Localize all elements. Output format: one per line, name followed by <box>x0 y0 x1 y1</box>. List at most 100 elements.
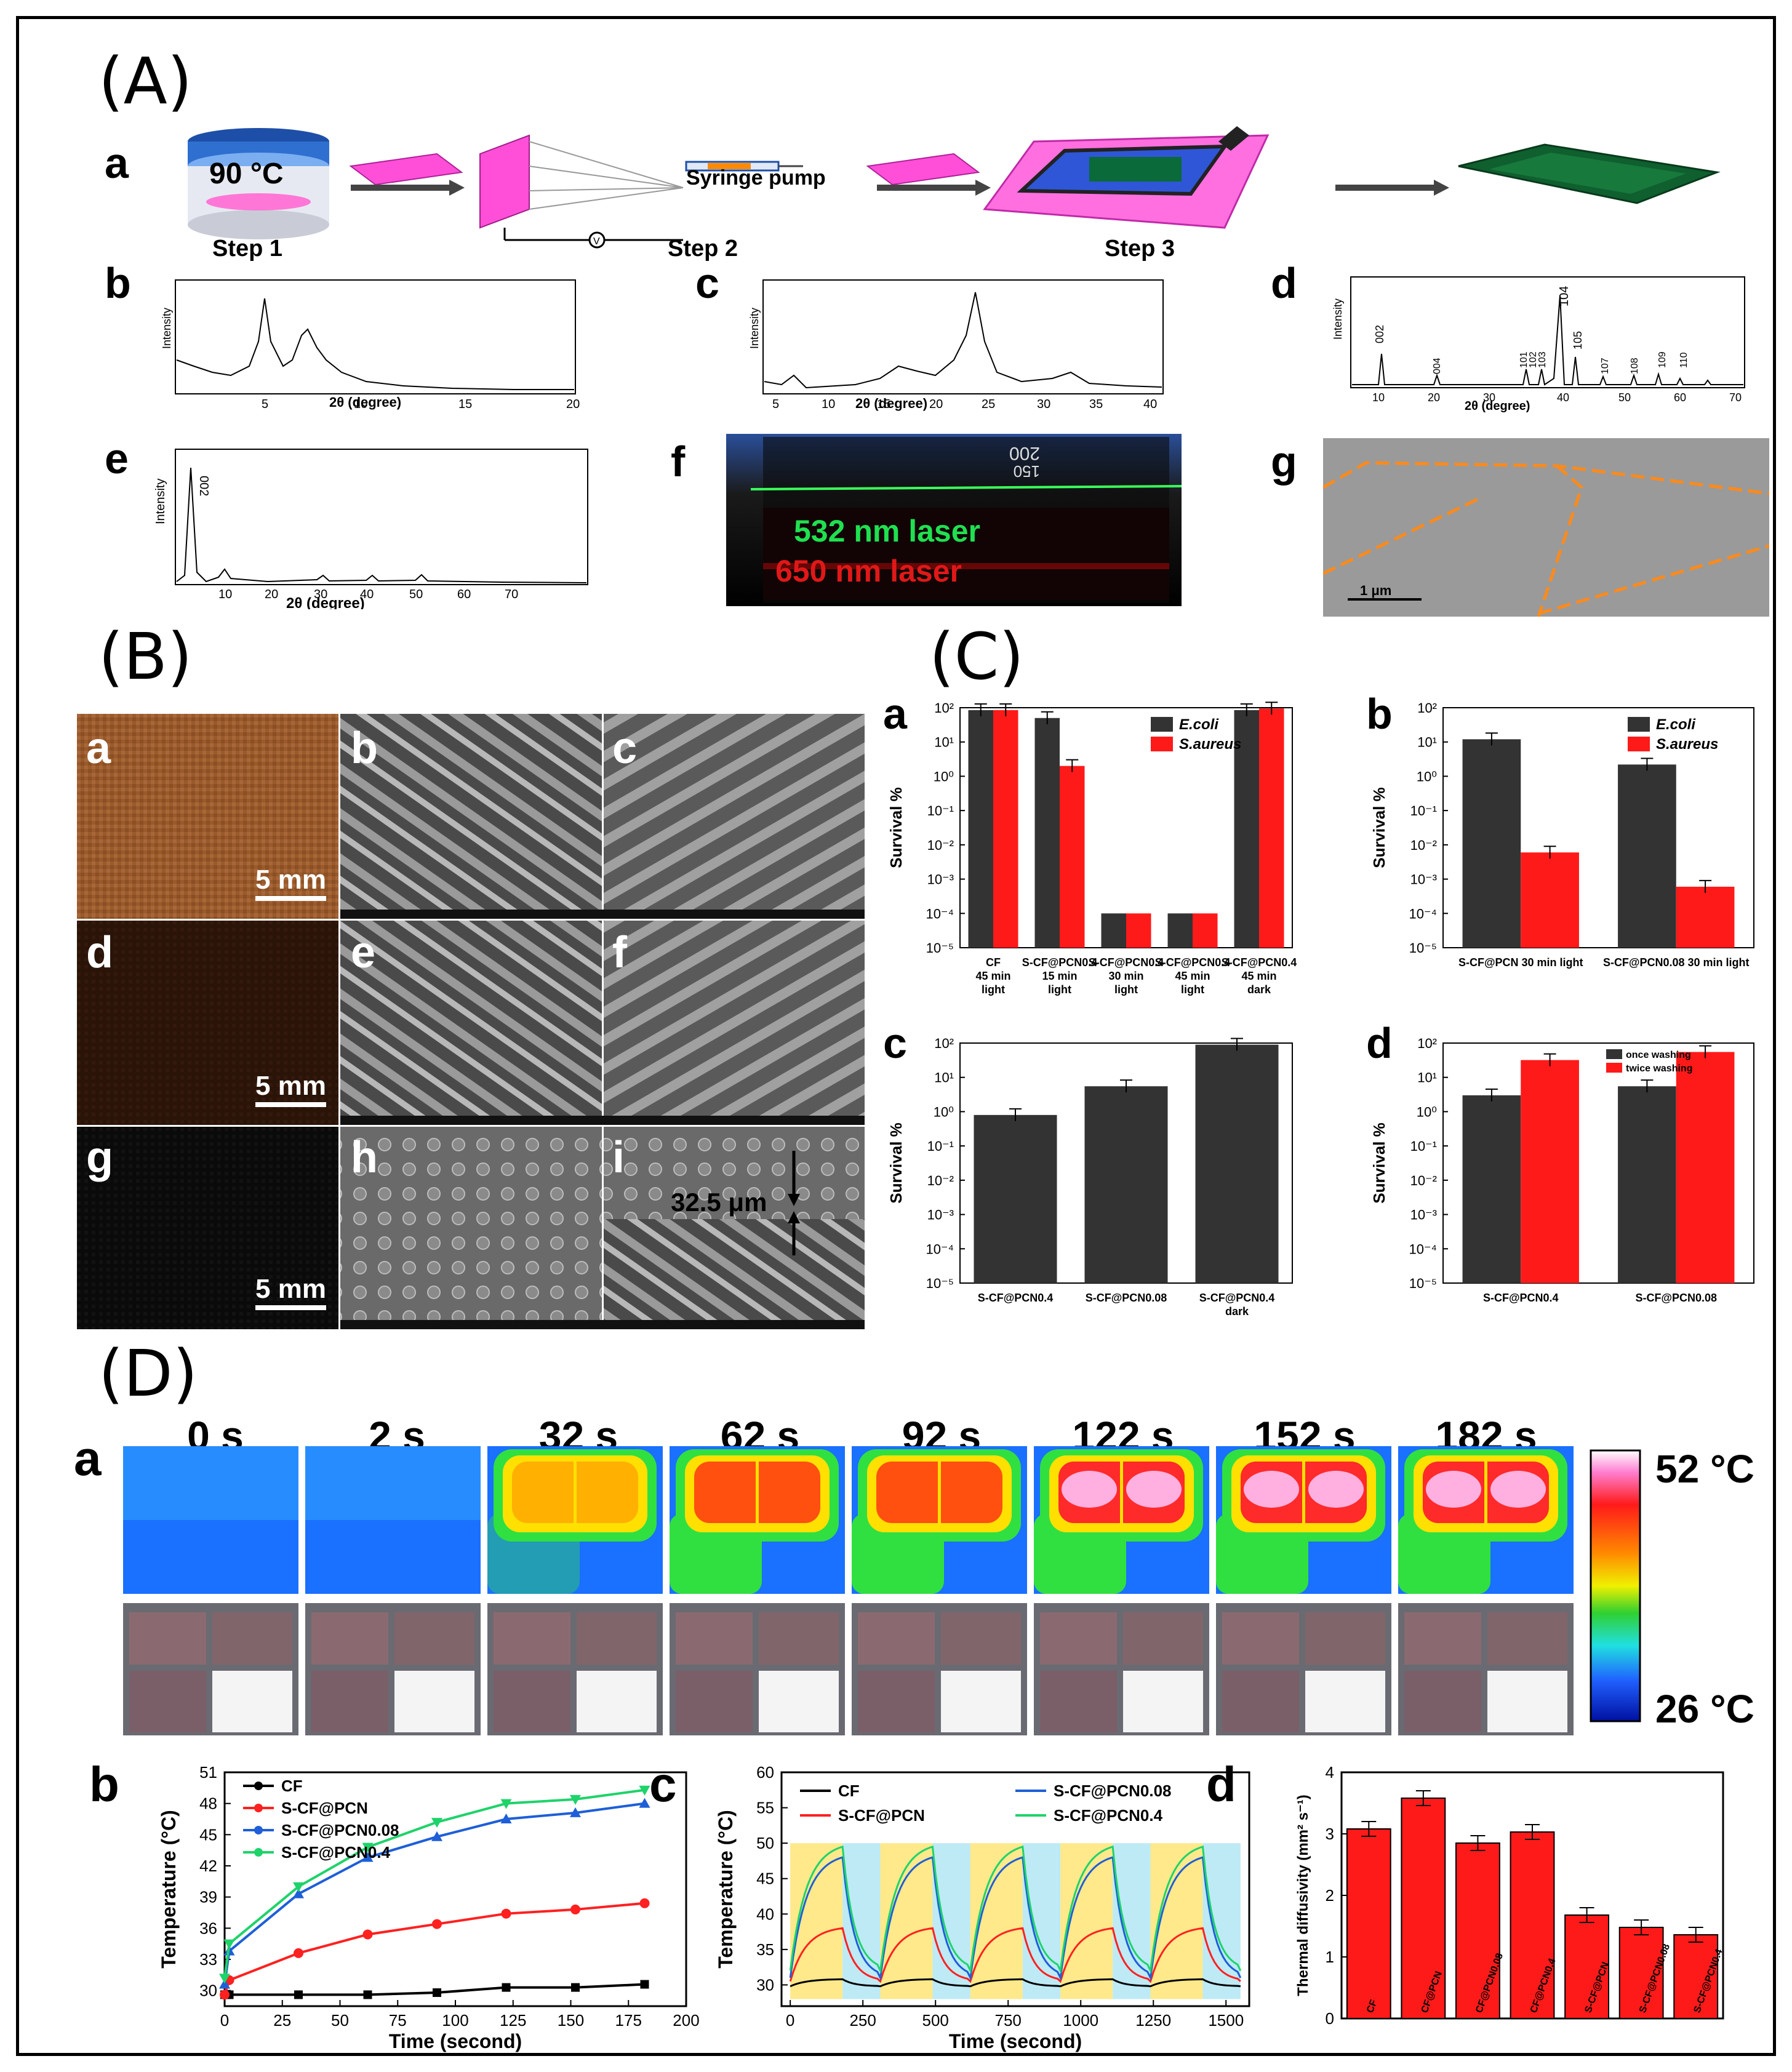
C-c-label: c <box>883 1019 907 1067</box>
bar-C-a-0-0 <box>968 710 993 948</box>
B-scale-d: 5 mm <box>255 1071 326 1101</box>
xrd-b-tick-5: 5 <box>262 398 268 411</box>
photo-swatch-3 <box>858 1671 935 1732</box>
ytick-label: 10⁻³ <box>927 872 954 887</box>
xrd-b-xlabel: 2θ (degree) <box>329 394 401 410</box>
ylabel: Survival % <box>887 1122 905 1204</box>
category-label: 30 min <box>1108 970 1143 982</box>
category-label: 45 min <box>1175 970 1210 982</box>
category-label: S-CF@PCN0.4 <box>1089 956 1164 969</box>
ytick-label: 10⁻² <box>1410 1173 1437 1188</box>
category-label: light <box>1114 983 1138 996</box>
laser-532-text: 532 nm laser <box>794 514 980 548</box>
ytick-label: 10² <box>1417 1036 1437 1051</box>
bar-C-a-1-1 <box>1060 766 1085 948</box>
cooling-band <box>1202 1843 1241 1999</box>
legend-swatch <box>1628 737 1650 751</box>
thermal-peak-left <box>1244 1471 1299 1508</box>
D-c-label: c <box>649 1757 677 1812</box>
category-label: 15 min <box>1042 970 1077 982</box>
xtick-label: 0 <box>786 2011 794 2030</box>
legend-marker <box>254 1826 263 1834</box>
xrd-e-tick-40: 40 <box>360 588 374 601</box>
cooling-band <box>1022 1843 1061 1999</box>
marker <box>431 1831 442 1841</box>
category-label: light <box>1181 983 1204 996</box>
ytick-label: 10⁻¹ <box>927 1138 954 1154</box>
B-a-label: a <box>86 724 111 773</box>
ytick-label: 10⁻² <box>1410 838 1437 853</box>
marker <box>362 1852 374 1862</box>
photo-swatch-3 <box>676 1671 753 1732</box>
ytick-label: 39 <box>199 1888 217 1906</box>
panel-A-label: (A) <box>98 44 193 119</box>
category-label: S-CF@PCN0.08 30 min light <box>1603 956 1750 969</box>
peak-104: 104 <box>1558 286 1571 306</box>
bar-C-d-1-1 <box>1676 1052 1735 1283</box>
laser-650-text: 650 nm laser <box>775 554 962 588</box>
legend-label: E.coli <box>1656 716 1696 733</box>
B-c-label: c <box>612 724 638 773</box>
peak-101: 101 <box>1519 351 1529 368</box>
ytick-label: 10¹ <box>934 1070 954 1086</box>
photo-swatch-1 <box>676 1612 753 1665</box>
ytick-label: 10⁻¹ <box>927 803 954 818</box>
peak-004: 004 <box>1432 358 1442 374</box>
xrd-c-tick-30: 30 <box>1037 398 1050 411</box>
legend-label: S-CF@PCN0.08 <box>281 1821 399 1839</box>
ytick-label: 10⁻⁴ <box>926 906 954 921</box>
peak-105: 105 <box>1572 331 1584 350</box>
category-label: dark <box>1225 1305 1249 1318</box>
category-label: S-CF@PCN0.08 <box>1635 1292 1717 1304</box>
reactor-temp: 90 °C <box>209 158 284 190</box>
beaker-mark-200: 200 <box>1009 443 1040 463</box>
xrd-e-tick-50: 50 <box>409 588 423 601</box>
legend-label: S-CF@PCN0.4 <box>281 1843 391 1862</box>
legend-swatch <box>1151 737 1173 751</box>
photo-swatch-white <box>1305 1671 1385 1732</box>
step3-label: Step 3 <box>1105 236 1175 262</box>
thermal-peak-left <box>1426 1471 1481 1508</box>
ytick-label: 40 <box>756 1905 774 1923</box>
bar-D-d-2 <box>1455 1842 1500 2019</box>
plot-frame <box>1442 1042 1754 1284</box>
tem-scale: 1 μm <box>1360 583 1391 598</box>
marker <box>571 1983 580 1992</box>
ytick-label: 48 <box>199 1794 217 1813</box>
ytick-label: 10⁰ <box>934 1104 954 1119</box>
xrd-d-chart: Intensity 002 004 101 102 103 104 105 10… <box>1332 276 1745 413</box>
xtick-label: 1500 <box>1208 2011 1244 2030</box>
B-g-label: g <box>86 1133 113 1182</box>
thermal-frame-1 <box>305 1446 481 1735</box>
xrd-e-peak: 002 <box>197 476 210 496</box>
ytick-label: 30 <box>199 1982 217 2000</box>
peak-002: 002 <box>1374 325 1386 343</box>
legend-label: once washing <box>1626 1050 1691 1060</box>
marker <box>570 1794 581 1805</box>
xlabel: Time (second) <box>389 2030 522 2052</box>
photo-swatch-white <box>394 1671 474 1732</box>
ytick-label: 10⁻³ <box>1410 1207 1437 1223</box>
marker <box>431 1818 442 1828</box>
ylabel: Temperature (°C) <box>714 1810 737 1969</box>
ytick-label: 3 <box>1326 1825 1334 1843</box>
ytick-label: 10¹ <box>1417 735 1437 750</box>
legend-swatch <box>1606 1063 1622 1073</box>
xrd-e-tick-20: 20 <box>265 588 278 601</box>
ytick-label: 36 <box>199 1919 217 1937</box>
xrd-c-xlabel: 2θ (degree) <box>855 396 927 411</box>
legend-label: S.aureus <box>1656 736 1718 753</box>
xrd-e-chart: Intensity 002 10 20 30 40 50 60 70 2θ (d… <box>154 449 588 609</box>
thermal-peak-right <box>1126 1471 1182 1508</box>
marker <box>223 1939 235 1950</box>
photo-swatch-3 <box>1222 1671 1299 1732</box>
photo-swatch-1 <box>1040 1612 1117 1665</box>
legend-swatch <box>1606 1049 1622 1059</box>
xrd-d-tick-30: 30 <box>1483 391 1495 404</box>
marker <box>294 1948 303 1958</box>
chart-C-a: 10² 10¹ 10⁰ 10⁻¹ 10⁻² 10⁻³ 10⁻⁴ 10⁻⁵ Survival % C… <box>887 702 1297 996</box>
xtick-label: 25 <box>273 2011 291 2030</box>
bar-C-b-1-0 <box>1521 852 1579 948</box>
xrd-c-chart: Intensity 5 10 15 20 25 30 35 40 2θ (deg… <box>748 279 1164 411</box>
